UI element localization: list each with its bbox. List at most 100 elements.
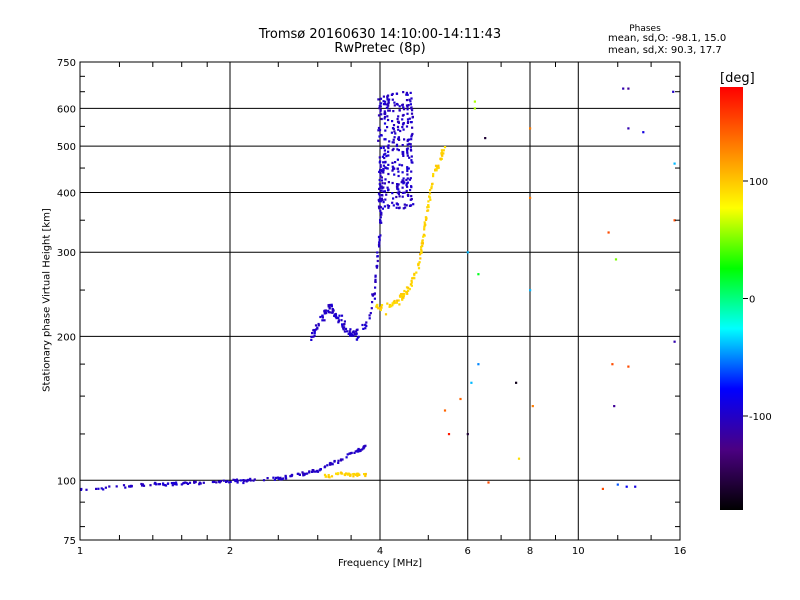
- trace-point: [381, 194, 384, 197]
- cloud-point: [411, 161, 414, 164]
- trace-point: [140, 482, 143, 486]
- y-tick-label: 750: [57, 58, 76, 69]
- trace-point: [330, 305, 333, 308]
- trace-point: [378, 241, 381, 244]
- trace-point: [408, 288, 411, 291]
- trace-point: [346, 453, 349, 456]
- trace-point: [364, 472, 367, 476]
- trace-point: [374, 280, 377, 283]
- trace-point: [245, 480, 248, 483]
- trace-point: [253, 478, 256, 481]
- trace-point: [377, 243, 381, 247]
- cloud-point: [411, 109, 414, 112]
- cloud-point: [380, 168, 383, 172]
- cloud-point: [397, 120, 400, 123]
- cloud-point: [398, 105, 401, 108]
- cloud-point: [406, 93, 409, 96]
- cloud-point: [392, 141, 395, 144]
- trace-point: [273, 478, 276, 481]
- trace-point: [376, 255, 379, 258]
- cloud-point: [410, 112, 414, 115]
- cloud-point: [402, 91, 405, 94]
- trace-point: [327, 305, 330, 308]
- trace-point: [343, 330, 346, 333]
- cloud-point: [407, 167, 410, 170]
- trace-point: [229, 480, 232, 483]
- trace-point: [340, 319, 343, 322]
- trace-point: [412, 276, 415, 280]
- cloud-point: [405, 182, 408, 185]
- trace-point: [343, 320, 346, 323]
- trace-point: [374, 278, 377, 281]
- cloud-point: [378, 128, 382, 132]
- cloud-point: [392, 147, 395, 150]
- trace-point: [353, 451, 356, 454]
- cloud-point: [384, 161, 387, 164]
- trace-point: [341, 325, 344, 328]
- cloud-point: [398, 190, 401, 193]
- trace-point: [391, 302, 394, 305]
- phases-title: Phases: [629, 24, 661, 34]
- trace-point: [184, 481, 187, 484]
- cloud-point: [405, 104, 409, 107]
- cloud-point: [406, 112, 409, 115]
- cloud-point: [395, 144, 398, 148]
- trace-point: [423, 223, 426, 226]
- cloud-point: [386, 186, 389, 189]
- trace-point: [422, 235, 425, 238]
- trace-point: [427, 200, 430, 203]
- cloud-point: [394, 132, 397, 135]
- trace-point: [124, 486, 127, 489]
- y-tick-label: 300: [57, 248, 76, 259]
- x-tick-label: 10: [572, 546, 585, 557]
- scatter-point: [466, 433, 469, 436]
- trace-point: [356, 336, 359, 339]
- cloud-point: [391, 161, 394, 164]
- scatter-point: [601, 487, 604, 490]
- cloud-point: [387, 101, 390, 104]
- trace-point: [415, 271, 418, 274]
- scatter-point: [673, 340, 676, 343]
- scatter-point: [466, 251, 469, 254]
- trace-point: [381, 199, 384, 202]
- trace-point: [373, 293, 376, 296]
- cloud-point: [401, 195, 404, 198]
- trace-point: [329, 463, 332, 466]
- cloud-point: [380, 117, 383, 121]
- cloud-point: [382, 201, 385, 204]
- trace-point: [375, 266, 379, 269]
- trace-point: [313, 334, 316, 337]
- cloud-point: [407, 194, 410, 197]
- cloud-point: [398, 109, 401, 112]
- cloud-point: [397, 192, 400, 196]
- cloud-point: [387, 99, 390, 102]
- trace-point: [186, 482, 190, 485]
- trace-point: [376, 251, 379, 254]
- trace-point: [402, 296, 405, 299]
- chart-title: Tromsø 20160630 14:10:00-14:11:43: [258, 27, 502, 42]
- cloud-point: [385, 155, 388, 158]
- trace-point: [162, 483, 165, 486]
- trace-point: [279, 477, 282, 480]
- trace-point: [252, 479, 255, 482]
- trace-point: [400, 293, 403, 296]
- trace-point: [198, 483, 201, 486]
- trace-point: [327, 309, 330, 312]
- cloud-point: [405, 178, 408, 181]
- trace-point: [386, 302, 389, 305]
- trace-point: [80, 487, 83, 491]
- cloud-point: [401, 114, 404, 117]
- trace-point: [334, 315, 337, 318]
- trace-point: [222, 479, 225, 482]
- scatter-point: [614, 258, 618, 261]
- trace-point: [247, 478, 250, 481]
- trace-point: [347, 332, 350, 335]
- cloud-point: [395, 185, 399, 188]
- cloud-point: [412, 203, 415, 206]
- x-axis-label: Frequency [MHz]: [337, 558, 423, 569]
- cloud-point: [408, 98, 411, 101]
- trace-point: [377, 307, 380, 310]
- trace-point: [312, 335, 315, 338]
- trace-point: [272, 476, 275, 479]
- trace-point: [431, 183, 434, 186]
